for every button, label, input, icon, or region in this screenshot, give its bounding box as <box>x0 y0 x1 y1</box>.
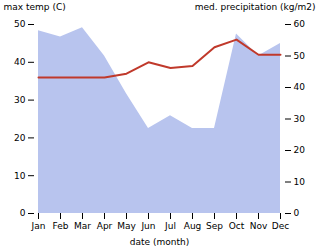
svg-text:Jul: Jul <box>164 221 176 231</box>
svg-text:Jun: Jun <box>140 221 155 231</box>
svg-text:0: 0 <box>20 208 26 218</box>
svg-text:date (month): date (month) <box>130 237 189 247</box>
svg-text:30: 30 <box>14 95 26 105</box>
svg-text:Apr: Apr <box>97 221 113 231</box>
svg-text:Aug: Aug <box>184 221 202 231</box>
svg-text:med. precipitation (kg/m2): med. precipitation (kg/m2) <box>195 2 316 12</box>
svg-text:50: 50 <box>294 51 306 61</box>
svg-text:Mar: Mar <box>74 221 91 231</box>
svg-text:Oct: Oct <box>229 221 245 231</box>
svg-text:20: 20 <box>294 145 306 155</box>
svg-text:10: 10 <box>294 177 306 187</box>
svg-text:20: 20 <box>14 133 26 143</box>
svg-text:Nov: Nov <box>250 221 268 231</box>
svg-text:60: 60 <box>294 19 306 29</box>
svg-text:50: 50 <box>14 19 26 29</box>
svg-text:max temp (C): max temp (C) <box>4 2 66 12</box>
svg-text:40: 40 <box>294 82 306 92</box>
svg-text:10: 10 <box>14 171 26 181</box>
svg-text:Sep: Sep <box>206 221 223 231</box>
svg-text:0: 0 <box>294 208 300 218</box>
svg-text:40: 40 <box>14 57 26 67</box>
svg-text:May: May <box>117 221 136 231</box>
svg-text:Dec: Dec <box>272 221 289 231</box>
svg-text:30: 30 <box>294 114 306 124</box>
svg-text:Jan: Jan <box>31 221 46 231</box>
svg-text:Feb: Feb <box>53 221 69 231</box>
